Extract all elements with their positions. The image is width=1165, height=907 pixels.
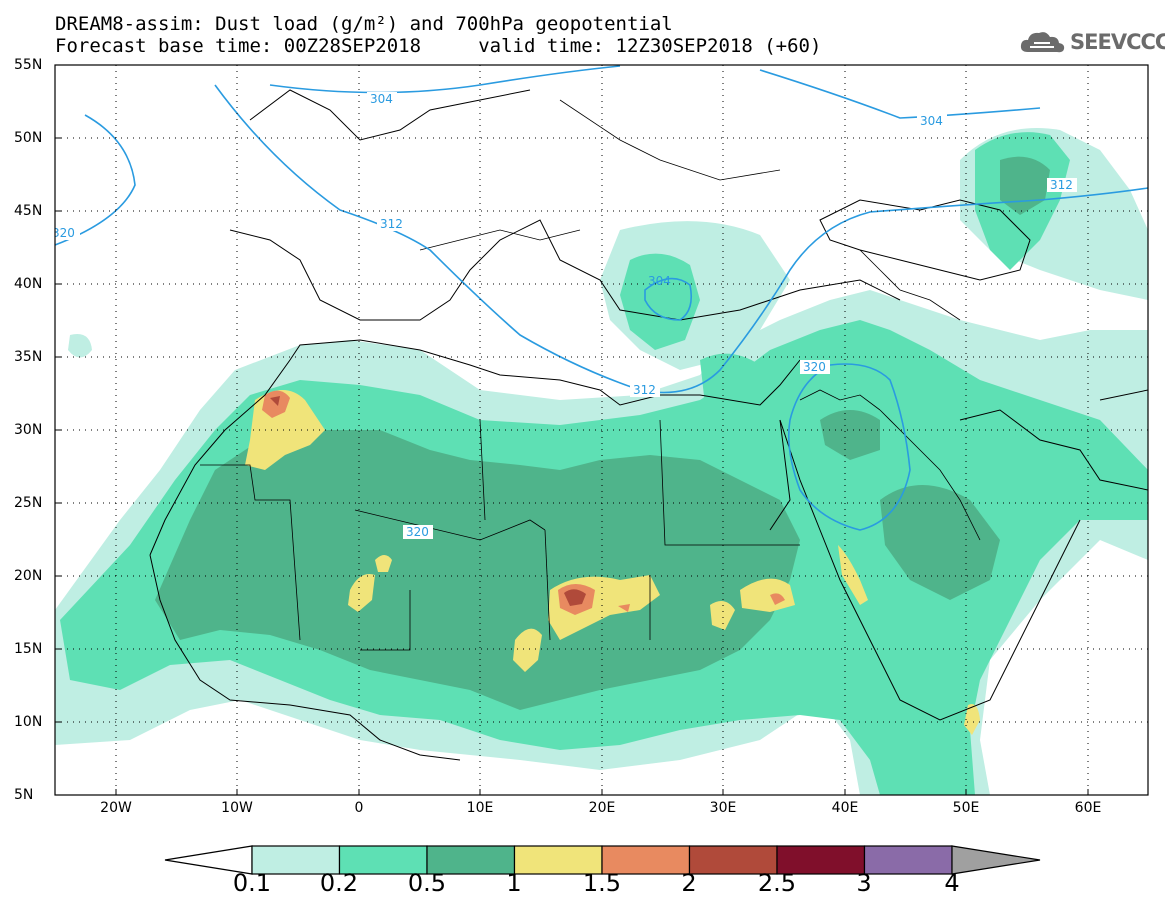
contour-labels: 304 304 312 312 320 312 320 320 304	[52, 92, 1077, 539]
lon-label: 10W	[221, 800, 253, 816]
lon-label: 10E	[466, 800, 494, 816]
title-line-2: Forecast base time: 00Z28SEP2018 valid t…	[55, 35, 822, 57]
title-line-1: DREAM8-assim: Dust load (g/m²) and 700hP…	[55, 13, 673, 35]
colorbar-label: 2	[681, 869, 697, 897]
colorbar-label: 0.5	[407, 869, 447, 897]
seevccc-logo: SEEVCCC	[1018, 28, 1165, 56]
dust-layer-peak3	[270, 396, 586, 606]
colorbar-label: 2.5	[757, 869, 797, 897]
lat-label: 5N	[14, 787, 34, 803]
lon-label: 50E	[952, 800, 980, 816]
colorbar-label: 3	[856, 869, 872, 897]
contour-label: 304	[648, 274, 671, 288]
geopotential-contours	[55, 65, 1148, 531]
lon-label: 40E	[831, 800, 859, 816]
lat-label: 35N	[14, 349, 43, 365]
colorbar-label: 0.1	[232, 869, 272, 897]
lat-label: 50N	[14, 130, 43, 146]
contour-label: 304	[370, 92, 393, 106]
lat-label: 45N	[14, 203, 43, 219]
lon-label: 30E	[709, 800, 737, 816]
lat-label: 25N	[14, 495, 43, 511]
coastlines	[149, 89, 1148, 761]
dust-map: 304 304 312 312 320 312 320 320 304	[52, 64, 1149, 796]
lat-label: 20N	[14, 568, 43, 584]
cloud-icon	[1020, 32, 1065, 53]
lon-label: 60E	[1074, 800, 1102, 816]
contour-label: 320	[803, 360, 826, 374]
lat-label: 10N	[14, 714, 43, 730]
lat-label: 55N	[14, 57, 43, 73]
contour-label: 312	[1050, 178, 1073, 192]
grid	[55, 65, 1148, 795]
contour-label: 312	[633, 383, 656, 397]
logo-text: SEEVCCC	[1070, 30, 1165, 54]
colorbar-label: 4	[944, 869, 960, 897]
lon-label: 20E	[588, 800, 616, 816]
colorbar-label: 1	[506, 869, 522, 897]
contour-label: 304	[920, 114, 943, 128]
axis-ticks	[55, 137, 1089, 795]
contour-label: 312	[380, 217, 403, 231]
contour-label: 320	[406, 525, 429, 539]
colorbar-label: 0.2	[319, 869, 359, 897]
colorbar-label: 1.5	[582, 869, 622, 897]
country-borders	[200, 99, 981, 651]
contour-label: 320	[52, 226, 75, 240]
lat-label: 40N	[14, 276, 43, 292]
map-plot-area: 304 304 312 312 320 312 320 320 304	[52, 65, 1148, 795]
lon-label: 20W	[100, 800, 132, 816]
lon-label: 0	[354, 800, 364, 816]
lat-label: 30N	[14, 422, 43, 438]
lat-label: 15N	[14, 641, 43, 657]
